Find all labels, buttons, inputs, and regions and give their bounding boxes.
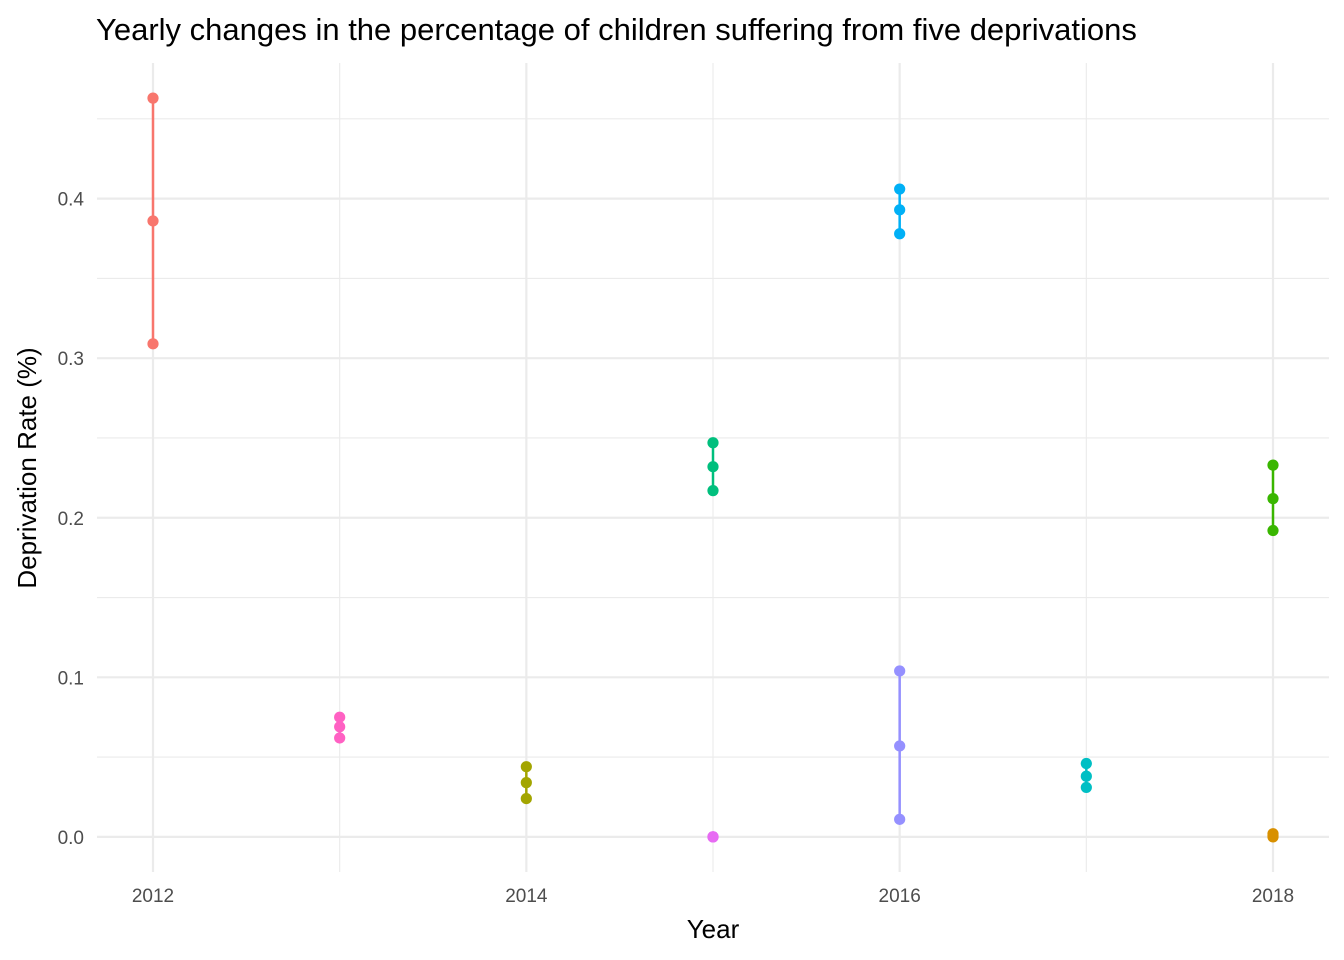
data-point xyxy=(894,183,906,195)
x-tick-label: 2018 xyxy=(1252,886,1294,907)
x-axis-ticks: 2012 2014 2016 2018 xyxy=(132,886,1294,907)
data-point xyxy=(520,761,532,773)
data-point xyxy=(147,215,159,227)
y-tick-label: 0.4 xyxy=(58,190,85,211)
series-group xyxy=(147,92,159,350)
x-tick-label: 2016 xyxy=(879,886,921,907)
data-point xyxy=(1080,757,1092,770)
data-point xyxy=(707,485,719,497)
y-axis-ticks: 0.0 0.1 0.2 0.3 0.4 xyxy=(58,190,85,849)
data-point xyxy=(1267,459,1279,471)
series-group xyxy=(520,761,532,805)
data-point xyxy=(1267,828,1279,840)
data-point xyxy=(1267,524,1279,537)
series-group xyxy=(707,437,719,497)
data-marks xyxy=(147,92,1279,843)
chart-title: Yearly changes in the percentage of chil… xyxy=(96,12,1137,47)
series-group xyxy=(334,711,346,744)
data-point xyxy=(147,338,159,350)
data-point xyxy=(1080,781,1092,794)
data-point xyxy=(894,740,906,752)
y-tick-label: 0.0 xyxy=(58,828,84,849)
data-point xyxy=(334,721,346,733)
series-group xyxy=(1080,757,1092,794)
data-point xyxy=(147,92,159,104)
data-point xyxy=(334,732,346,744)
x-axis-title: Year xyxy=(687,914,740,944)
x-tick-label: 2014 xyxy=(505,886,548,907)
data-point xyxy=(894,204,906,216)
y-tick-label: 0.3 xyxy=(58,349,84,370)
data-point xyxy=(1267,493,1279,505)
data-point xyxy=(894,813,906,825)
series-group xyxy=(1267,828,1279,843)
y-tick-label: 0.1 xyxy=(58,668,84,689)
series-group xyxy=(894,665,906,825)
data-point xyxy=(894,228,906,240)
data-point xyxy=(707,831,719,843)
data-point xyxy=(1080,770,1092,782)
data-point xyxy=(707,461,719,473)
data-point xyxy=(707,437,719,449)
y-axis-title: Deprivation Rate (%) xyxy=(12,347,42,588)
y-tick-label: 0.2 xyxy=(58,509,84,530)
data-point xyxy=(334,711,346,723)
x-tick-label: 2012 xyxy=(132,886,174,907)
data-point xyxy=(520,792,532,805)
series-group xyxy=(707,831,719,843)
series-group xyxy=(894,183,906,240)
data-point xyxy=(894,665,906,677)
data-point xyxy=(520,777,532,789)
series-group xyxy=(1267,459,1279,537)
